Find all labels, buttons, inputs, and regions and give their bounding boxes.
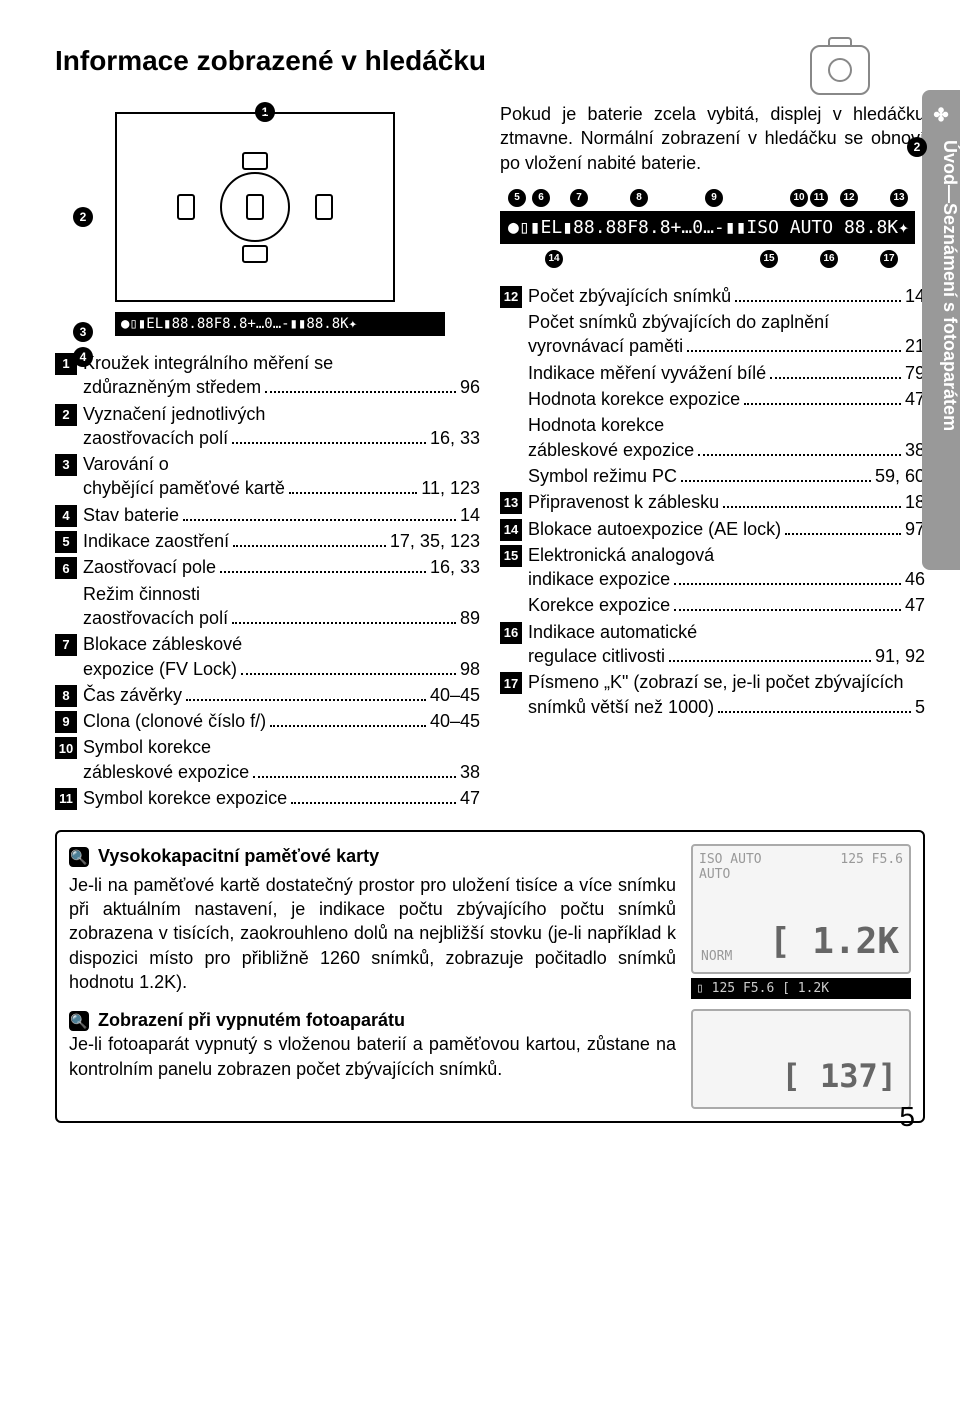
list-item: 15Elektronická analogováindikace expozic… xyxy=(500,543,925,592)
list-item: Hodnota korekcezábleskové expozice38 xyxy=(500,413,925,462)
list-item: 17Písmeno „K" (zobrazí se, je-li počet z… xyxy=(500,670,925,719)
viewfinder-strip-big: ●▯▮EL▮88.88F8.8+…0…-▮▮ISO AUTO 88.8K✦ xyxy=(500,211,915,244)
info-box-high-capacity: 🔍 Vysokokapacitní paměťové karty Je-li n… xyxy=(55,830,925,1123)
list-item: 4Stav baterie14 xyxy=(55,503,480,527)
list-item: Počet snímků zbývajících do zaplněnívyro… xyxy=(500,310,925,359)
num-badge: 16 xyxy=(500,622,522,644)
list-item: 8Čas závěrky40–45 xyxy=(55,683,480,707)
num-badge: 10 xyxy=(55,737,77,759)
callout-2-left: 2 xyxy=(73,207,93,227)
num-badge: 9 xyxy=(55,711,77,733)
callout-3: 3 xyxy=(73,322,93,342)
battery-note: Pokud je baterie zcela vybitá, displej v… xyxy=(500,102,925,175)
callout: 14 xyxy=(545,250,563,268)
list-item: Korekce expozice47 xyxy=(500,593,925,617)
callout-2-right: 2 xyxy=(907,137,927,157)
callout: 9 xyxy=(705,189,723,207)
list-item: 6Zaostřovací pole16, 33 xyxy=(55,555,480,579)
page-title: Informace zobrazené v hledáčku xyxy=(55,45,925,77)
page-number: 5 xyxy=(899,1101,915,1133)
num-badge: 14 xyxy=(500,519,522,541)
list-item: Indikace měření vyvážení bílé79 xyxy=(500,361,925,385)
list-item: 11Symbol korekce expozice47 xyxy=(55,786,480,810)
viewfinder-callouts-top: 56 7 8 9 1011 12 13 xyxy=(500,187,925,211)
callout: 8 xyxy=(630,189,648,207)
list-item: 14Blokace autoexpozice (AE lock)97 xyxy=(500,517,925,541)
list-item: 10Symbol korekcezábleskové expozice38 xyxy=(55,735,480,784)
camera-icon xyxy=(810,45,870,95)
list-item: Režim činnostizaostřovacích polí89 xyxy=(55,582,480,631)
num-badge: 8 xyxy=(55,685,77,707)
list-item: 3Varování ochybějící paměťové kartě11, 1… xyxy=(55,452,480,501)
callout: 6 xyxy=(532,189,550,207)
callout: 15 xyxy=(760,250,778,268)
info1-title: Vysokokapacitní paměťové karty xyxy=(98,846,379,866)
list-item: 13Připravenost k záblesku18 xyxy=(500,490,925,514)
lcd-panel-small: [ 137] xyxy=(691,1009,911,1109)
num-badge: 13 xyxy=(500,492,522,514)
list-item: 1Kroužek integrálního měření sezdůrazněn… xyxy=(55,351,480,400)
viewfinder-strip-small: ●▯▮EL▮88.88F8.8+…0…-▮▮88.8K✦ xyxy=(115,312,445,336)
callout: 12 xyxy=(840,189,858,207)
viewfinder-diagram: 1 2 3 4 ●▯▮EL▮88.88F8.8+…0…-▮▮88.8K✦ xyxy=(55,112,480,336)
right-list: 12Počet zbývajících snímků14Počet snímků… xyxy=(500,284,925,719)
info2-title: Zobrazení při vypnutém fotoaparátu xyxy=(98,1010,405,1030)
viewfinder-callouts-bottom: 14 15 16 17 xyxy=(500,248,925,272)
callout: 7 xyxy=(570,189,588,207)
callout: 5 xyxy=(508,189,526,207)
callout-4: 4 xyxy=(73,347,93,367)
callout: 17 xyxy=(880,250,898,268)
list-item: Hodnota korekce expozice47 xyxy=(500,387,925,411)
callout: 10 xyxy=(790,189,808,207)
info2-text: Je-li fotoaparát vypnutý s vloženou bate… xyxy=(69,1034,676,1078)
num-badge: 7 xyxy=(55,634,77,656)
info-icon: 🔍 xyxy=(69,847,89,867)
list-item: 7Blokace zábleskovéexpozice (FV Lock)98 xyxy=(55,632,480,681)
callout: 11 xyxy=(810,189,828,207)
num-badge: 11 xyxy=(55,788,77,810)
list-item: 9Clona (clonové číslo f/)40–45 xyxy=(55,709,480,733)
lcd-panel-big: ISO AUTO 125 F5.6 AUTO NORM [ 1.2K xyxy=(691,844,911,974)
num-badge: 17 xyxy=(500,672,522,694)
num-badge: 3 xyxy=(55,454,77,476)
num-badge: 6 xyxy=(55,557,77,579)
list-item: 2Vyznačení jednotlivýchzaostřovacích pol… xyxy=(55,402,480,451)
num-badge: 4 xyxy=(55,505,77,527)
list-item: Symbol režimu PC59, 60 xyxy=(500,464,925,488)
num-badge: 5 xyxy=(55,531,77,553)
side-tab: Úvod—Seznámení s fotoaparátem xyxy=(922,90,960,570)
info-icon: 🔍 xyxy=(69,1011,89,1031)
num-badge: 2 xyxy=(55,404,77,426)
num-badge: 12 xyxy=(500,286,522,308)
list-item: 12Počet zbývajících snímků14 xyxy=(500,284,925,308)
left-list: 1Kroužek integrálního měření sezdůrazněn… xyxy=(55,351,480,810)
list-item: 16Indikace automatickéregulace citlivost… xyxy=(500,620,925,669)
num-badge: 15 xyxy=(500,545,522,567)
callout: 13 xyxy=(890,189,908,207)
info1-text: Je-li na paměťové kartě dostatečný prost… xyxy=(69,875,676,992)
list-item: 5Indikace zaostření17, 35, 123 xyxy=(55,529,480,553)
callout: 16 xyxy=(820,250,838,268)
lcd-bar: ▯ 125 F5.6 [ 1.2K xyxy=(691,978,911,999)
